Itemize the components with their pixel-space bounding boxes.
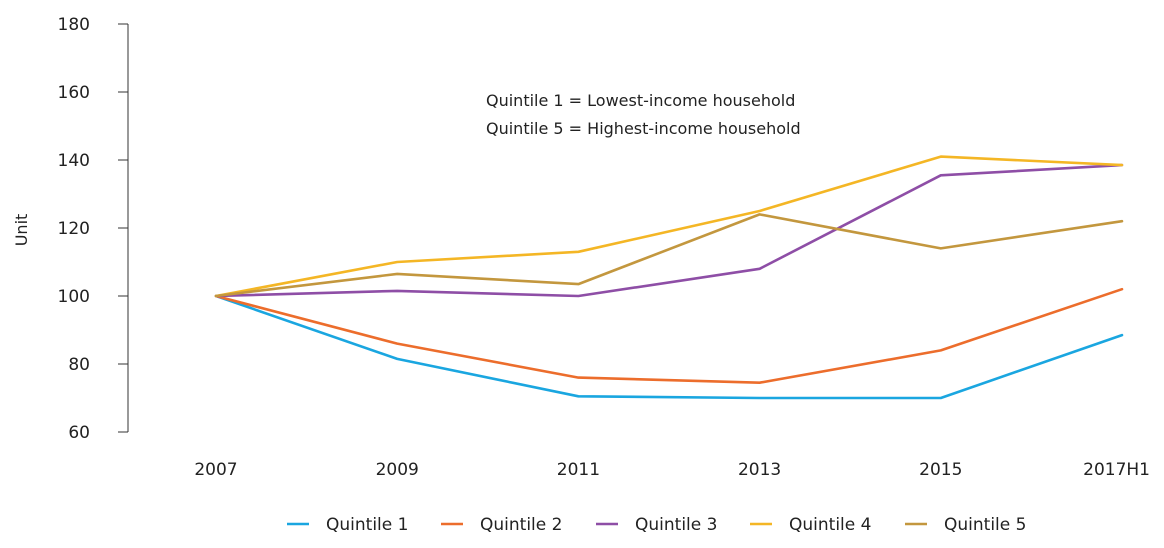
y-tick-label: 60 — [68, 423, 90, 443]
legend-label: Quintile 4 — [789, 515, 871, 535]
series-line-quintile-3 — [214, 163, 1124, 298]
legend-label: Quintile 3 — [635, 515, 717, 535]
y-tick-label: 120 — [58, 219, 90, 239]
annotation-text: Quintile 1 = Lowest-income household — [486, 91, 795, 110]
x-tick-label: 2011 — [557, 460, 600, 480]
x-tick-label: 2009 — [376, 460, 419, 480]
y-tick-label: 140 — [58, 151, 90, 171]
y-tick-label: 160 — [58, 83, 90, 103]
y-axis: 60 80 100 120 140 160 180 — [58, 15, 129, 443]
legend-item: Quintile 4 — [750, 515, 871, 535]
series-line-quintile-4 — [214, 155, 1124, 298]
annotation-text: Quintile 5 = Highest-income household — [486, 119, 801, 138]
x-axis: 2007 2009 2011 2013 2015 2017H1 — [194, 460, 1150, 480]
legend-item: Quintile 1 — [287, 515, 408, 535]
x-tick-label: 2007 — [194, 460, 237, 480]
legend-label: Quintile 5 — [944, 515, 1026, 535]
y-tick-label: 100 — [58, 287, 90, 307]
x-tick-label: 2015 — [919, 460, 962, 480]
legend-label: Quintile 2 — [480, 515, 562, 535]
series-line-quintile-5 — [214, 213, 1124, 298]
legend-label: Quintile 1 — [326, 515, 408, 535]
x-tick-label: 2017H1 — [1083, 460, 1150, 480]
legend-item: Quintile 2 — [441, 515, 562, 535]
legend-item: Quintile 5 — [905, 515, 1026, 535]
series-line-quintile-1 — [214, 294, 1124, 400]
chart-annotations: Quintile 1 = Lowest-income household Quin… — [486, 91, 801, 138]
y-tick-label: 180 — [58, 15, 90, 35]
legend: Quintile 1 Quintile 2 Quintile 3 Quintile 4… — [287, 515, 1026, 535]
y-tick-label: 80 — [68, 355, 90, 375]
series-line-quintile-2 — [214, 287, 1124, 385]
x-tick-label: 2013 — [738, 460, 781, 480]
legend-item: Quintile 3 — [596, 515, 717, 535]
series-lines — [214, 155, 1124, 400]
y-axis-title: Unit — [12, 214, 31, 247]
